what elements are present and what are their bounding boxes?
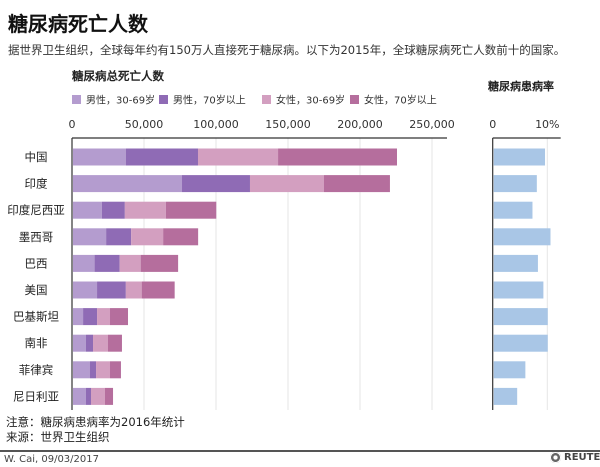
x-tick-label: 0 [69,118,76,131]
category-label: 南非 [25,336,48,350]
bar-segment [85,334,94,352]
prevalence-bar [493,148,546,166]
bar-segment [104,387,114,405]
bar-segment [93,334,108,352]
bar-segment [125,148,198,166]
chart-note: 注意：糖尿病患病率为2016年统计 [6,415,185,429]
bar-segment [131,228,164,246]
legend-label: 女性，30-69岁 [276,94,345,107]
chart-source: 来源：世界卫生组织 [6,430,110,444]
prevalence-bar [493,281,544,299]
bar-segment [73,228,107,246]
bar-segment [73,201,102,219]
prevalence-bar [493,201,533,219]
bar-segment [85,387,91,405]
bar-segment [249,175,324,193]
bar-segment [110,361,121,379]
prevalence-title: 糖尿病患病率 [488,79,554,93]
prevalence-bar [493,308,548,326]
x-tick-label: 50,000 [125,118,164,131]
category-label: 印度尼西亚 [7,203,65,217]
bar-segment [89,361,97,379]
bar-segment [73,387,86,405]
bar-segment [96,361,111,379]
prevalence-bar [493,334,548,352]
bar-segment [110,308,129,326]
bar-segment [197,148,279,166]
category-label: 巴基斯坦 [13,310,59,324]
category-label: 美国 [25,283,48,297]
x-tick-label: 250,000 [409,118,455,131]
bar-segment [119,254,141,272]
bar-segment [106,228,132,246]
bar-segment [101,201,125,219]
category-label: 菲律宾 [19,363,54,377]
bar-segment [73,148,126,166]
legend-swatch [159,95,168,104]
bar-segment [73,308,84,326]
prevalence-bar [493,175,537,193]
bar-segment [94,254,120,272]
bar-segment [182,175,250,193]
bar-segment [97,308,111,326]
footer-divider [0,450,600,452]
legend-label: 男性，70岁以上 [173,94,246,107]
bar-segment [124,201,166,219]
prevalence-bar [493,228,551,246]
legend-label: 男性，30-69岁 [86,94,155,107]
bar-segment [141,281,175,299]
bar-segment [125,281,142,299]
bar-segment [91,387,105,405]
category-label: 印度 [25,177,48,191]
legend-swatch [262,95,271,104]
reuters-logo: REUTERS [550,452,600,463]
bar-segment [163,228,199,246]
prevalence-bar [493,387,518,405]
legend-swatch [72,95,81,104]
x-tick-label: 150,000 [265,118,311,131]
bar-segment [323,175,390,193]
bar-segment [278,148,397,166]
reuters-logo-icon [550,452,561,463]
page-title: 糖尿病死亡人数 [8,12,148,36]
bar-segment [73,334,86,352]
category-label: 尼日利亚 [13,389,59,403]
bar-segment [73,281,98,299]
legend-label: 女性，70岁以上 [364,94,437,107]
prevalence-tick-label: 10% [535,118,559,131]
bar-segment [73,175,183,193]
prevalence-tick-label: 0 [489,118,496,131]
bar-segment [107,334,122,352]
bar-segment [97,281,126,299]
bar-segment [165,201,217,219]
bar-segment [140,254,179,272]
x-tick-label: 200,000 [337,118,383,131]
legend-swatch [350,95,359,104]
subtitle: 据世界卫生组织，全球每年约有150万人直接死于糖尿病。以下为2015年，全球糖尿… [8,43,566,57]
x-tick-label: 100,000 [193,118,239,131]
prevalence-bar [493,361,526,379]
footer-credit: W. Cai, 09/03/2017 [4,454,99,465]
prevalence-bar [493,254,538,272]
category-label: 巴西 [25,256,48,270]
bar-segment [83,308,98,326]
category-label: 墨西哥 [19,230,54,244]
bar-segment [73,361,90,379]
reuters-logo-text: REUTERS [564,452,600,463]
chart-title: 糖尿病总死亡人数 [72,69,164,83]
category-label: 中国 [25,150,48,164]
bar-segment [73,254,95,272]
